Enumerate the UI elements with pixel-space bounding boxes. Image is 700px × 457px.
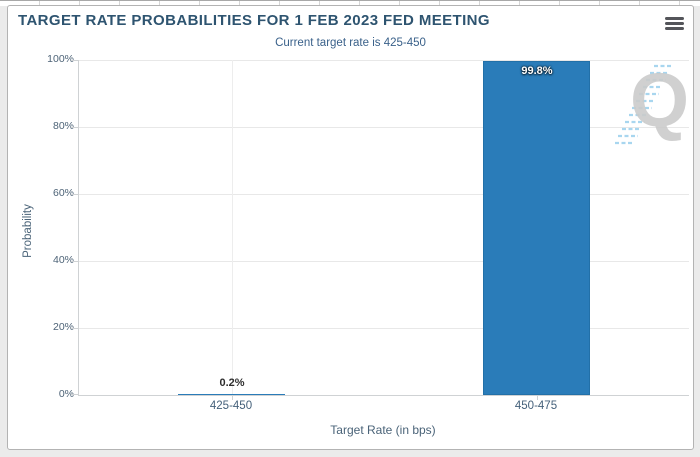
y-gridline xyxy=(79,127,689,128)
cropped-table-row xyxy=(0,0,700,6)
y-tick-label: 0% xyxy=(58,388,74,400)
hamburger-icon xyxy=(663,17,686,30)
y-gridline xyxy=(79,194,689,195)
y-tick xyxy=(71,60,79,61)
y-tick xyxy=(71,261,79,262)
y-tick xyxy=(71,194,79,195)
x-axis-labels: 425-450 450-475 xyxy=(78,399,688,415)
y-tick xyxy=(71,127,79,128)
plot-area: 0.2% 99.8% xyxy=(71,60,689,400)
y-tick-label: 60% xyxy=(52,187,74,199)
y-gridline xyxy=(79,261,689,262)
chart-title: TARGET RATE PROBABILITIES FOR 1 FEB 2023… xyxy=(18,12,490,29)
y-tick-label: 100% xyxy=(47,53,74,65)
y-tick xyxy=(71,328,79,329)
fedwatch-chart-panel: TARGET RATE PROBABILITIES FOR 1 FEB 2023… xyxy=(7,5,694,450)
x-tick xyxy=(537,395,538,400)
y-tick-label: 80% xyxy=(52,120,74,132)
y-tick xyxy=(71,394,79,395)
y-tick-label: 20% xyxy=(52,321,74,333)
bar-value-label: 99.8% xyxy=(521,65,553,77)
bar-425-450[interactable] xyxy=(178,394,285,395)
x-category-label: 425-450 xyxy=(209,400,253,412)
y-gridline xyxy=(79,60,689,61)
y-tick-label: 40% xyxy=(52,254,74,266)
x-axis-title: Target Rate (in bps) xyxy=(330,423,436,437)
x-tick xyxy=(232,395,233,400)
chart-context-menu-button[interactable] xyxy=(662,16,687,35)
bar-450-475[interactable] xyxy=(483,61,590,395)
chart-subtitle: Current target rate is 425-450 xyxy=(275,37,426,49)
bar-value-label: 0.2% xyxy=(219,377,245,389)
x-category-label: 450-475 xyxy=(514,400,558,412)
x-gridline xyxy=(232,60,233,395)
y-gridline xyxy=(79,328,689,329)
y-axis-labels: 0% 20% 40% 60% 80% 100% xyxy=(8,53,74,400)
